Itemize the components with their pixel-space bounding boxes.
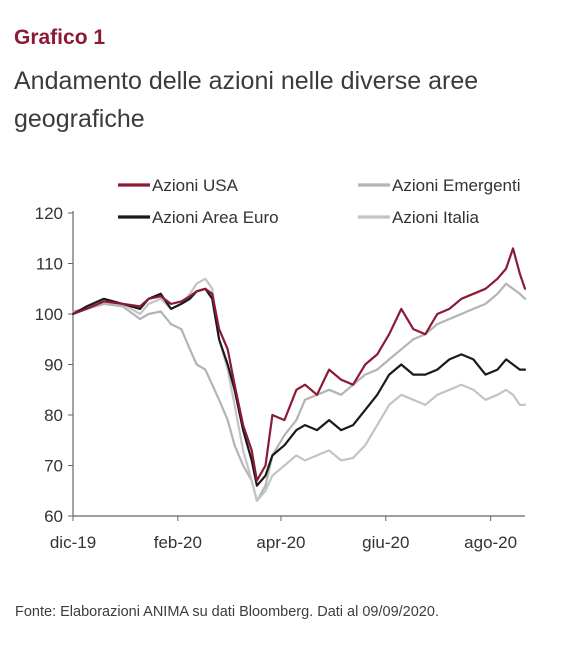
x-tick-label: ago-20: [464, 533, 517, 552]
series-group: [71, 247, 527, 502]
line-chart: Azioni USA Azioni Emergenti Azioni Area Eu…: [35, 176, 527, 552]
legend-label: Azioni Emergenti: [392, 176, 521, 195]
y-tick-label: 120: [35, 204, 63, 223]
series-line-azioni-emergenti: [71, 282, 527, 502]
series-line-azioni-italia: [71, 277, 527, 502]
series-line-azioni-area-euro: [71, 287, 527, 487]
legend-label: Azioni Italia: [392, 208, 479, 227]
x-tick-label: feb-20: [154, 533, 202, 552]
chart-title: Andamento delle azioni nelle diverse are…: [14, 67, 479, 133]
legend-label: Azioni Area Euro: [152, 208, 279, 227]
legend: Azioni USA Azioni Emergenti Azioni Area Eu…: [118, 176, 521, 227]
x-tick-label: dic-19: [50, 533, 96, 552]
series-line-azioni-usa: [71, 247, 527, 482]
chart-heading: Grafico 1: [14, 26, 106, 49]
x-tick-label: giu-20: [362, 533, 409, 552]
source-note: Fonte: Elaborazioni ANIMA su dati Bloomb…: [15, 604, 439, 620]
y-tick-label: 110: [36, 255, 63, 274]
y-tick-label: 70: [44, 457, 63, 476]
y-tick-label: 60: [44, 507, 63, 526]
y-tick-label: 90: [44, 356, 63, 375]
legend-label: Azioni USA: [152, 176, 239, 195]
y-tick-label: 100: [35, 305, 63, 324]
y-tick-label: 80: [44, 406, 63, 425]
axes: 60 70 80 90 100 110 120 dic-19 feb-20 apr-20 giu-2…: [35, 204, 525, 552]
x-tick-label: apr-20: [256, 533, 305, 552]
